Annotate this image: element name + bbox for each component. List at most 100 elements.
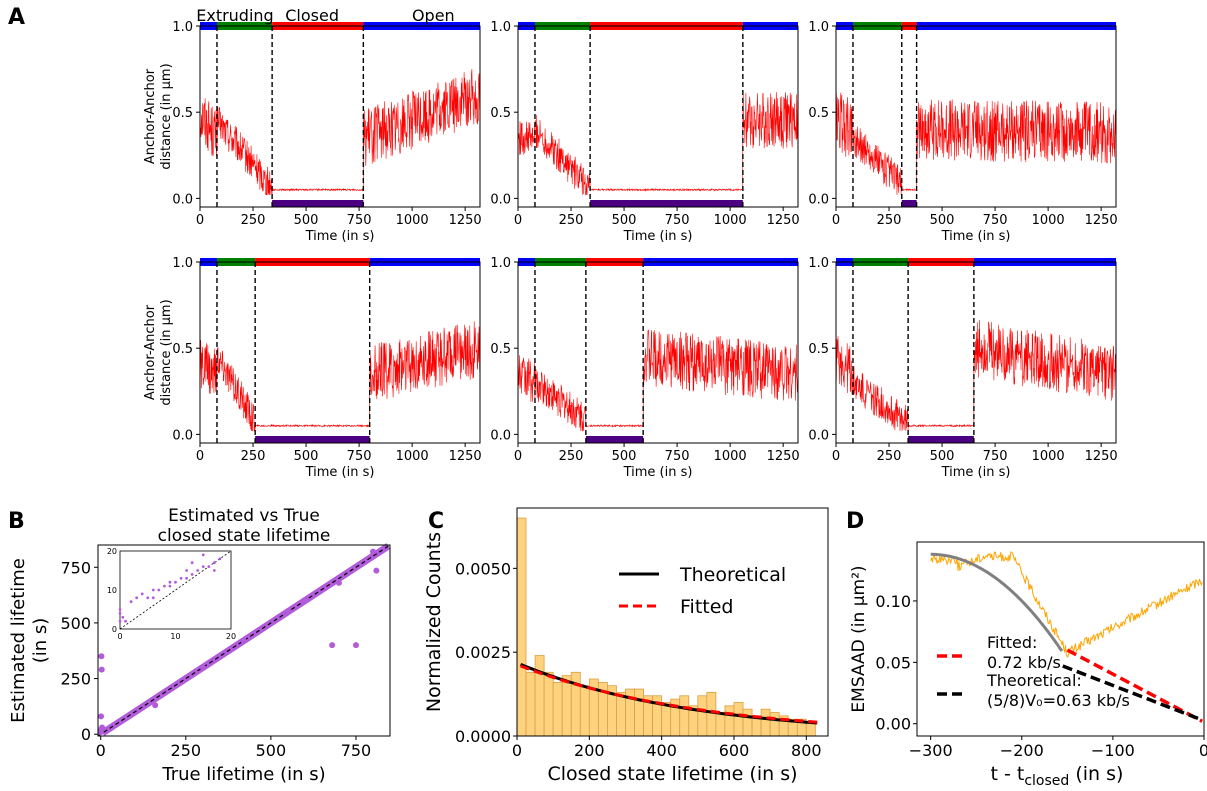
inset-y-tick-label: 10: [107, 586, 117, 595]
model-curve: [930, 552, 1064, 652]
x-tick-label: 1000: [1032, 213, 1065, 228]
histogram-bar: [543, 671, 554, 737]
x-axis-label: Time (in s): [305, 229, 375, 244]
x-axis-label: Time (in s): [623, 229, 693, 244]
identity-line: [97, 544, 391, 737]
trace-chart-2: 0 250 500 750 1000 1250 0.0 0.5 1.0 Time (in s): [490, 20, 799, 244]
histogram-bar: [769, 712, 780, 737]
closed-state-bar-bottom: [590, 200, 743, 207]
histogram-bar: [661, 702, 672, 737]
inset-point: [190, 561, 194, 565]
y-tick-label: 1.0: [808, 20, 829, 35]
inset-point: [207, 565, 211, 568]
inset-point: [121, 615, 125, 619]
x-tick-label: 500: [294, 449, 319, 464]
y-axis-label: Anchor-Anchor: [143, 68, 158, 164]
histogram-bar: [697, 695, 708, 737]
x-tick-label: 750: [665, 213, 690, 228]
histogram-bar: [579, 685, 590, 737]
scatter-point: [329, 642, 336, 649]
y-tick-label: 500: [60, 614, 91, 633]
x-tick-label: 500: [294, 213, 319, 228]
plot-frame: [835, 25, 1117, 208]
histogram-bar: [561, 675, 572, 737]
histogram-bar: [525, 671, 536, 737]
x-tick-label: 200: [574, 741, 605, 760]
x-axis-label: Time (in s): [305, 465, 375, 480]
plot-frame: [199, 261, 481, 444]
x-axis-label: Time (in s): [941, 465, 1011, 480]
trace-chart-6: 0 250 500 750 1000 1250 0.0 0.5 1.0 Time (in s): [808, 256, 1117, 480]
y-axis-label: Estimated lifetime: [8, 558, 29, 723]
y-tick-label: 1.0: [490, 20, 511, 35]
y-axis-label: Anchor-Anchor: [143, 304, 158, 400]
x-tick-label: 1000: [396, 213, 429, 228]
inset-point: [212, 569, 216, 572]
closed-state-bar-bottom: [585, 436, 644, 443]
panel-c-histogram: Theoretical Fitted 0 200 400 600 800 0.0000 0.00…: [423, 507, 829, 785]
panel-label-a: A: [8, 5, 25, 30]
scatter-point: [369, 548, 376, 555]
y-tick-label: 1.0: [490, 256, 511, 271]
inset-point: [151, 596, 155, 600]
scatter-point: [152, 702, 159, 709]
x-tick-label: 1000: [714, 449, 747, 464]
x-axis-label-suffix: (in s): [1069, 763, 1123, 785]
closed-state-bar-bottom: [901, 200, 917, 207]
y-tick-label: 0: [81, 725, 91, 744]
x-tick-label: 1000: [1032, 449, 1065, 464]
inset-point: [118, 608, 122, 611]
histogram-bar: [805, 722, 816, 737]
x-tick-label: 0: [1199, 741, 1207, 760]
inset-point: [212, 561, 216, 565]
x-tick-label: −200: [1000, 741, 1044, 760]
y-tick-label: 1.0: [172, 256, 193, 271]
x-axis-label: t - tclosed (in s): [991, 763, 1124, 789]
y-axis-label: distance (in μm): [159, 299, 174, 405]
y-tick-label: 0.0: [490, 428, 511, 443]
trace-chart-3: 0 250 500 750 1000 1250 0.0 0.5 1.0 Time (in s): [808, 20, 1117, 244]
inset-point: [185, 569, 189, 572]
state-label: Open: [412, 6, 455, 25]
plot-frame: [916, 541, 1205, 737]
x-tick-label: 750: [347, 449, 372, 464]
inset-point: [157, 588, 161, 592]
trace-chart-5: 0 250 500 750 1000 1250 0.0 0.5 1.0 Time (in s): [490, 256, 799, 480]
x-tick-label: 250: [241, 449, 266, 464]
state-label: Closed: [285, 6, 339, 25]
y-tick-label: 0.0: [172, 428, 193, 443]
y-tick-label: 0.5: [808, 106, 829, 121]
x-tick-label: 1000: [714, 213, 747, 228]
scatter-point: [98, 653, 105, 660]
x-tick-label: −300: [909, 741, 953, 760]
inset-point: [190, 573, 194, 576]
inset-point: [140, 592, 144, 596]
scatter-point: [284, 608, 291, 615]
legend-label: Theoretical:: [986, 671, 1082, 690]
panel-label-c: C: [428, 509, 444, 534]
x-tick-label: 1250: [449, 449, 482, 464]
inset-point: [196, 569, 200, 572]
histogram-bar: [733, 702, 744, 737]
x-tick-label: 500: [930, 213, 955, 228]
x-tick-label: 250: [559, 213, 584, 228]
scatter-point: [98, 666, 105, 673]
inset-point: [163, 584, 166, 588]
x-tick-label: 250: [877, 449, 902, 464]
panel-label-d: D: [846, 509, 864, 534]
plot-frame: [517, 25, 799, 208]
y-axis-label: (in s): [30, 618, 51, 664]
x-tick-label: 750: [665, 449, 690, 464]
scatter-point: [99, 724, 106, 731]
inset-point: [118, 619, 122, 623]
x-tick-label: 500: [612, 213, 637, 228]
histogram-bar: [534, 655, 545, 737]
x-axis-label: Time (in s): [623, 465, 693, 480]
inset-y-tick-label: 20: [107, 547, 117, 556]
legend-label: (5/8)V₀=0.63 kb/s: [987, 691, 1130, 710]
x-tick-label: 250: [171, 741, 202, 760]
y-tick-label: 0.0: [808, 428, 829, 443]
x-axis-label: Time (in s): [941, 229, 1011, 244]
